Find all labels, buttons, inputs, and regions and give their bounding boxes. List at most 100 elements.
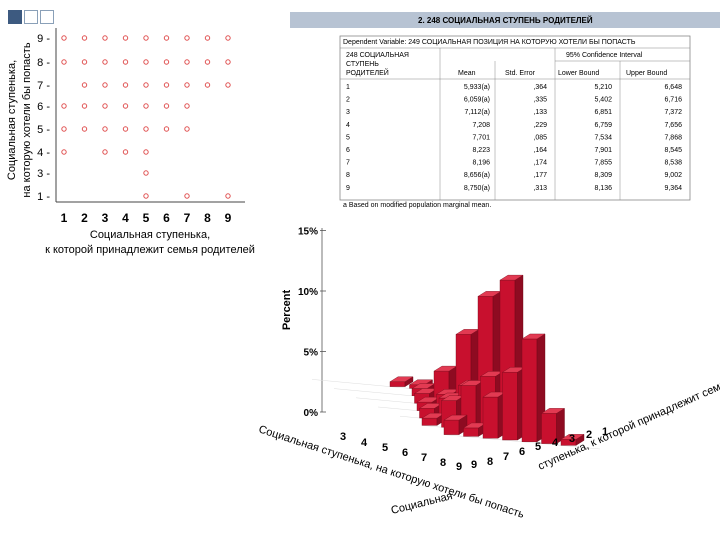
slide-bullet-square [40, 10, 54, 24]
table-cell-se: ,164 [533, 147, 547, 154]
scatter-y-tick: 1 - [37, 191, 50, 203]
bar3d-z-tick: 15% [298, 227, 318, 238]
bar3d-bar [516, 414, 541, 428]
bar3d-bar [460, 380, 485, 430]
bar3d-bar [457, 379, 483, 422]
scatter-y-tick: 4 - [37, 147, 50, 159]
table-cell-level: 5 [346, 134, 350, 141]
scatter-point [102, 103, 108, 109]
scatter-point [143, 59, 149, 65]
scatter-x-tick: 9 [225, 211, 232, 225]
slide-bullet-square [8, 10, 22, 24]
scatter-x-tick: 1 [61, 211, 68, 225]
scatter-ylabel-line1: Социальная ступенька, [6, 60, 18, 180]
table-cell-lower: 7,534 [594, 134, 612, 141]
bar3d-bar [479, 370, 505, 432]
scatter-point [122, 35, 129, 41]
table-cell-mean: 7,701 [472, 134, 490, 141]
bar3d-bar [389, 376, 414, 387]
table-cell-level: 6 [346, 147, 350, 154]
scatter-point [225, 59, 231, 65]
bar3d-bar [496, 392, 522, 426]
table-cell-upper: 9,002 [664, 172, 682, 179]
table-cell-upper: 8,545 [664, 147, 682, 154]
scatter-point [225, 82, 231, 88]
scatter-plot: Социальная ступенька, на которую хотели … [6, 28, 255, 256]
scatter-x-tick: 8 [204, 211, 211, 225]
table-cell-mean: 8,656(a) [464, 172, 490, 179]
table-cell-level: 9 [346, 185, 350, 192]
table-cell-se: ,229 [533, 122, 547, 129]
scatter-point [81, 35, 88, 41]
scatter-point [102, 149, 108, 155]
table-cell-upper: 6,648 [664, 84, 682, 91]
scatter-point [122, 82, 129, 88]
bar3d-y-tick: 5 [535, 441, 541, 453]
scatter-point [204, 82, 211, 88]
table-col-upper: Upper Bound [626, 70, 667, 77]
bar3d-bar [521, 333, 546, 443]
table-cell-upper: 7,868 [664, 134, 682, 141]
bar3d-x-axis-label: Социальная ступенька, на которую хотели … [257, 423, 526, 521]
table-col-ci: 95% Confidence Interval [566, 52, 643, 59]
scatter-point [163, 35, 170, 41]
bar3d-zlabel: Percent [281, 289, 293, 330]
table-cell-mean: 7,208 [472, 122, 490, 129]
scatter-point [102, 35, 108, 41]
bar3d-y-tick: 3 [569, 433, 575, 445]
scatter-point [225, 193, 231, 199]
scatter-y-tick: 9 - [37, 33, 50, 45]
scatter-point [61, 126, 67, 132]
scatter-y-tick: 5 - [37, 124, 50, 136]
table-rowvar-line1: 248 СОЦИАЛЬНАЯ [346, 52, 409, 59]
scatter-x-tick: 5 [143, 211, 150, 225]
bar3d-bar [499, 274, 524, 433]
bar3d-bar [474, 391, 500, 417]
scatter-point [143, 149, 149, 155]
bar3d-bar [560, 433, 585, 446]
scatter-y-tick: 7 - [37, 80, 50, 92]
table-cell-se: ,313 [533, 185, 547, 192]
bar3d-bar [408, 379, 434, 389]
scatter-x-tick: 7 [184, 211, 191, 225]
bar3d-bar [438, 392, 463, 421]
means-table: 2. 248 СОЦИАЛЬНАЯ СТУПЕНЬ РОДИТЕЛЕЙ Depe… [339, 16, 691, 209]
scatter-point [122, 103, 129, 109]
table-cell-upper: 7,372 [664, 109, 682, 116]
table-cell-lower: 6,851 [594, 109, 612, 116]
scatter-point [163, 82, 170, 88]
scatter-point [61, 103, 67, 109]
bar3d-x-tick: 5 [382, 442, 388, 454]
scatter-xlabel-line1: Социальная ступенька, [90, 229, 210, 241]
scatter-point [61, 59, 67, 65]
bar3d-y-tick: 1 [602, 426, 608, 438]
table-cell-lower: 6,759 [594, 122, 612, 129]
scatter-point [143, 82, 149, 88]
table-cell-mean: 7,112(a) [464, 109, 490, 116]
scatter-point [143, 35, 149, 41]
bar3d-y-tick: 2 [586, 429, 592, 441]
bar3d-bar [443, 414, 468, 435]
bar3d-bar [416, 396, 441, 411]
scatter-xlabel-line2: к которой принадлежит семья родителей [45, 244, 255, 256]
bar3d-bar [411, 383, 436, 397]
scatter-point [184, 103, 190, 109]
table-cell-level: 4 [346, 122, 350, 129]
scatter-point [204, 35, 211, 41]
scatter-point [61, 149, 67, 155]
bar3d-x-tick: 7 [421, 452, 427, 464]
bar3d-x-tick: 8 [440, 457, 446, 469]
bar3d-bar [421, 412, 446, 426]
table-cell-level: 8 [346, 172, 350, 179]
bar3d-bar [435, 388, 461, 413]
bar3d-bar [452, 391, 478, 408]
bar3d-y-tick: 8 [487, 456, 493, 468]
bar3d-z-tick: 0% [304, 408, 319, 419]
table-rowvar-line3: РОДИТЕЛЕЙ [346, 68, 389, 77]
bar3d-bar [462, 422, 488, 437]
table-cell-level: 7 [346, 160, 350, 167]
table-cell-lower: 7,855 [594, 160, 612, 167]
bar3d-bar [482, 391, 507, 439]
bar3d-bar [455, 328, 480, 415]
bar3d-bar [501, 366, 527, 441]
